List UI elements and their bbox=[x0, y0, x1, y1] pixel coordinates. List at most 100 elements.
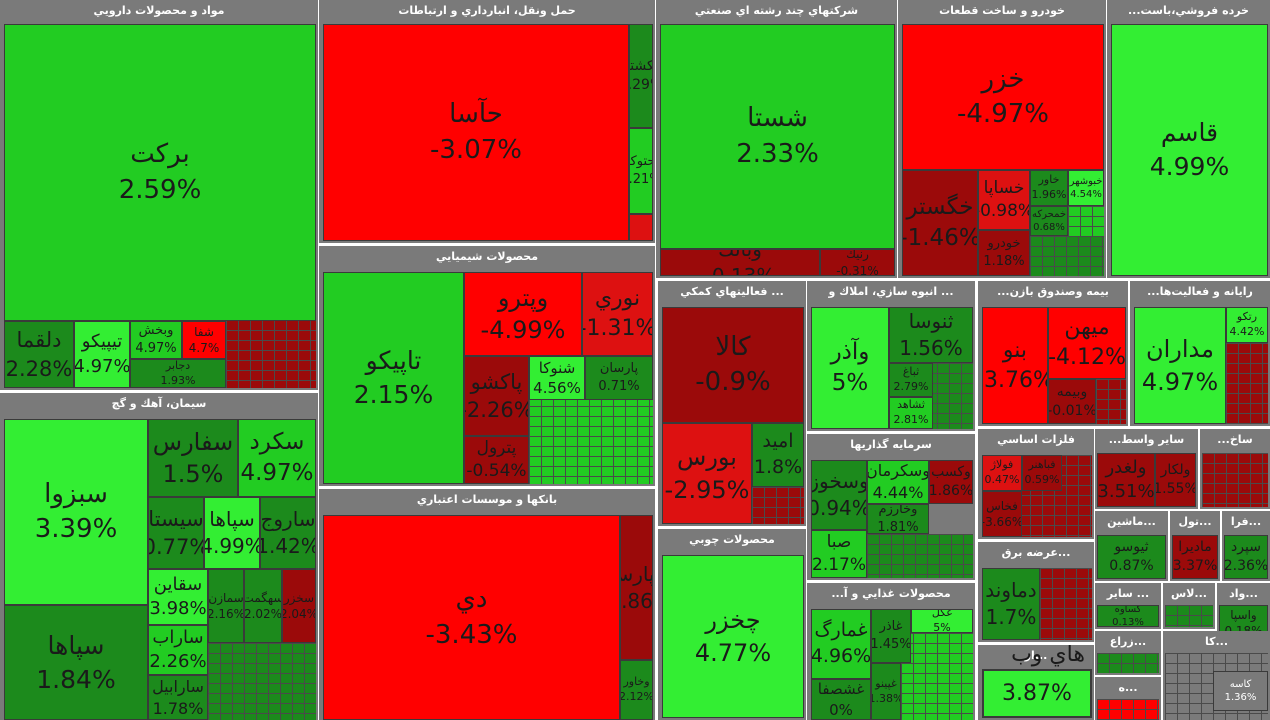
tile-kaseh[interactable]: كاسه 1.36% bbox=[1213, 671, 1268, 711]
tile-fbahonar[interactable]: فباهنر 0.59% bbox=[1022, 455, 1062, 491]
tile-fkhas[interactable]: فخاس -3.66% bbox=[982, 491, 1022, 537]
sector-title: ...تول bbox=[1178, 515, 1212, 528]
tile-valkar[interactable]: ولكار 1.55% bbox=[1155, 453, 1196, 507]
tile-sabagh[interactable]: ثباغ 2.79% bbox=[889, 363, 933, 397]
tile-dalqama[interactable]: دلقما 2.28% bbox=[4, 321, 74, 388]
tile-vkhavar[interactable]: وخاور 2.12% bbox=[620, 660, 653, 720]
tile-vkharazm[interactable]: وخارزم 1.81% bbox=[867, 504, 929, 534]
tile-madira[interactable]: مادیرا 3.37% bbox=[1172, 535, 1218, 579]
tile-valghadir[interactable]: ولغدر 3.51% bbox=[1097, 453, 1155, 507]
tile-barkat[interactable]: بركت 2.59% bbox=[4, 24, 316, 321]
tile-sakhzar[interactable]: سخزر 2.04% bbox=[282, 569, 316, 643]
tile-sanosa[interactable]: ثنوسا 1.56% bbox=[889, 307, 973, 363]
tile-vbimeh[interactable]: وبيمه -0.01% bbox=[1048, 379, 1096, 424]
tile-vabakhsh[interactable]: وبخش 4.97% bbox=[130, 321, 182, 359]
tile-sepaha[interactable]: سپاها 1.84% bbox=[4, 605, 148, 720]
tile-ghpino[interactable]: غپينو 1.38% bbox=[871, 663, 901, 720]
tile-sahgmat[interactable]: سهگمت 2.02% bbox=[244, 569, 282, 643]
tile-symbol: غاذر bbox=[879, 619, 903, 635]
small-tiles-area bbox=[1165, 605, 1213, 627]
tile-symbol: مادیرا bbox=[1178, 539, 1212, 556]
tile-rtako[interactable]: رتكو 4.42% bbox=[1226, 307, 1268, 343]
tile-bano[interactable]: بنو -3.76% bbox=[982, 307, 1048, 424]
tile-samazan[interactable]: سمازن 2.16% bbox=[208, 569, 244, 643]
tile-petrol[interactable]: پترول -0.54% bbox=[464, 436, 529, 484]
tile-ghazar[interactable]: غاذر 1.45% bbox=[871, 609, 911, 663]
tile-vpetro[interactable]: وپترو -4.99% bbox=[464, 272, 582, 356]
tile-symbol: ثباغ bbox=[902, 365, 920, 379]
tile-hayweb[interactable]: 3.87% bbox=[982, 669, 1092, 718]
tile-pakshoo[interactable]: پاكشو -2.26% bbox=[464, 356, 529, 436]
tile-khsapa[interactable]: خساپا -0.98% bbox=[978, 170, 1030, 230]
tile-madaran[interactable]: مداران 4.97% bbox=[1134, 307, 1226, 424]
small-tiles-area bbox=[1040, 568, 1092, 640]
tile-khavar[interactable]: خاور 1.96% bbox=[1030, 170, 1068, 206]
tile-vkasb[interactable]: وكسب 1.86% bbox=[929, 460, 973, 504]
tile-shahed[interactable]: ثشاهد 2.81% bbox=[889, 397, 933, 429]
tile-khbushehr[interactable]: خبوشهر 4.54% bbox=[1068, 170, 1104, 206]
tile-ghshsafa[interactable]: غشصفا 0% bbox=[811, 679, 871, 720]
tile-kasaveh[interactable]: كساوه 0.13% bbox=[1097, 605, 1159, 627]
tile-vaskhoz[interactable]: وسخوز 0.94% bbox=[811, 460, 867, 530]
tile-htoka[interactable]: حتوكا 2.21% bbox=[629, 128, 653, 214]
tile-saba[interactable]: صبا 2.17% bbox=[811, 530, 867, 578]
tile-ghamarg[interactable]: غمارگ 4.96% bbox=[811, 609, 871, 679]
tile-separd[interactable]: سپرد 2.36% bbox=[1224, 535, 1268, 579]
tile-damavand[interactable]: دماوند 1.7% bbox=[982, 568, 1040, 640]
tile-tapiko[interactable]: تاپيكو 2.15% bbox=[323, 272, 464, 484]
tile-sista[interactable]: سيستا 0.77% bbox=[148, 497, 204, 569]
tile-symbol: سپاها bbox=[209, 507, 255, 531]
tile-noori[interactable]: نوري -1.31% bbox=[582, 272, 653, 356]
tile-percent: 2.16% bbox=[208, 607, 244, 621]
sector-transport: حمل ونقل، انبارداري و ارتباطات حآسا -3.0… bbox=[319, 0, 655, 243]
tile-khgostar[interactable]: خگستر -1.46% bbox=[902, 170, 978, 276]
tile-sabzva[interactable]: سبزوا 3.39% bbox=[4, 419, 148, 605]
tile-vazar[interactable]: وآذر 5% bbox=[811, 307, 889, 429]
tile-tipiko[interactable]: تيپيكو 4.97% bbox=[74, 321, 130, 388]
tile-ghgol[interactable]: غگل 5% bbox=[911, 609, 973, 633]
tile-sarab[interactable]: ساراب 2.26% bbox=[148, 625, 208, 675]
tile-vabank[interactable]: وبانك -0.13% bbox=[660, 249, 820, 276]
tile-percent: 1.7% bbox=[985, 605, 1037, 629]
tile-khazar[interactable]: خزر -4.97% bbox=[902, 24, 1104, 170]
tile-symbol: خبوشهر bbox=[1069, 175, 1103, 187]
sector-agriculture: ...زراع bbox=[1095, 631, 1161, 675]
sector-title: سيمان، آهك و گچ bbox=[111, 397, 207, 410]
tile-safars[interactable]: سفارس 1.5% bbox=[148, 419, 238, 497]
tile-vaskarman[interactable]: وسكرمان 4.44% bbox=[867, 460, 929, 504]
tile-sepahan[interactable]: سپاها 4.99% bbox=[204, 497, 260, 569]
sector-title: رايانه و فعاليت‌ها... bbox=[1147, 285, 1253, 298]
tile-symbol: بركت bbox=[130, 139, 190, 170]
tile-saruj[interactable]: ساروج 1.42% bbox=[260, 497, 316, 569]
tile-dejaber[interactable]: دجابر 1.93% bbox=[130, 359, 226, 388]
tile-symbol: خودرو bbox=[987, 236, 1021, 252]
tile-bourse[interactable]: بورس -2.95% bbox=[662, 423, 752, 524]
tile-qasem[interactable]: قاسم 4.99% bbox=[1111, 24, 1268, 276]
tile-shasta[interactable]: شستا 2.33% bbox=[660, 24, 895, 249]
tile-day[interactable]: دي -3.43% bbox=[323, 515, 620, 720]
tile-symbol: پارسان bbox=[599, 361, 639, 377]
tile-renik[interactable]: رنيك -0.31% bbox=[820, 249, 895, 276]
tile-percent: 1.86% bbox=[929, 483, 973, 499]
sector-title: محصولات چوبي bbox=[689, 533, 775, 546]
tile-sarabil[interactable]: سارابيل 1.78% bbox=[148, 675, 208, 720]
tile-mihan[interactable]: ميهن -4.12% bbox=[1048, 307, 1126, 379]
tile-omid[interactable]: اميد 1.8% bbox=[752, 423, 804, 487]
tile-khodro[interactable]: خودرو 1.18% bbox=[978, 230, 1030, 276]
tile-saqain[interactable]: سقاين 3.98% bbox=[148, 569, 208, 625]
tile-symbol: سخزر bbox=[283, 590, 315, 605]
tile-hkeshti[interactable]: حكشتي 1.29% bbox=[629, 24, 653, 128]
tile-parsan[interactable]: پارسان 0.71% bbox=[585, 356, 653, 400]
tile-chakhzar[interactable]: چخزر 4.77% bbox=[662, 555, 804, 718]
tile-hasa[interactable]: حآسا -3.07% bbox=[323, 24, 629, 241]
tile-kala[interactable]: كالا -0.9% bbox=[662, 307, 804, 423]
tile-khmoharekeh[interactable]: خمحركه 0.68% bbox=[1030, 206, 1068, 236]
tile-thyoso[interactable]: ثيوسو 0.87% bbox=[1097, 535, 1166, 579]
small-tiles-area bbox=[1226, 343, 1268, 424]
tile-shenoka[interactable]: شنوكا 4.56% bbox=[529, 356, 585, 400]
tile-shafa[interactable]: شفا 4.7% bbox=[182, 321, 226, 359]
tile-fulaz[interactable]: فولاژ 0.47% bbox=[982, 455, 1022, 491]
tile-vpars[interactable]: وپارس -0.86% bbox=[620, 515, 653, 660]
tile-sekord[interactable]: سكرد 4.97% bbox=[238, 419, 316, 497]
tile-percent: 3.37% bbox=[1172, 558, 1218, 574]
